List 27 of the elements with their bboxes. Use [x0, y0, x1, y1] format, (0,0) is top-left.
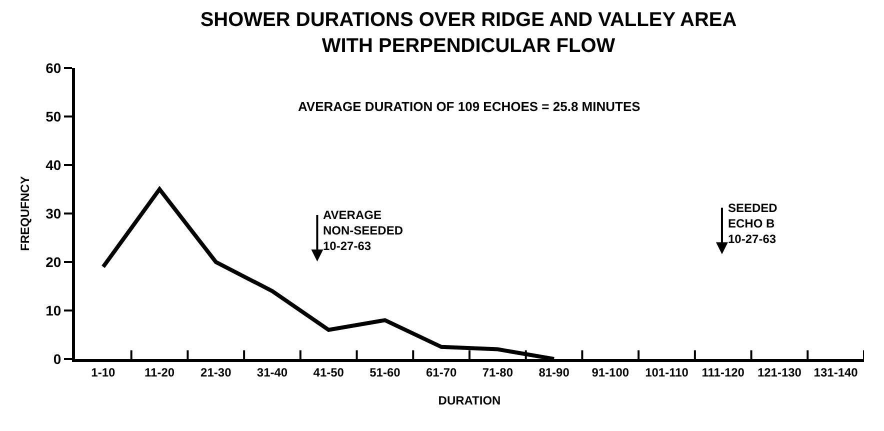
x-tick-label: 21-30	[200, 365, 232, 380]
x-tick-label: 31-40	[256, 365, 288, 380]
text: AVERAGE DURATION OF 109 ECHOES = 25.8 MINUTES	[298, 99, 641, 114]
annotation: AVERAGE NON-SEEDED 10-27-63	[323, 208, 404, 254]
y-tick-label: 0	[53, 350, 62, 367]
x-tick-label: 81-90	[538, 365, 570, 380]
y-tick-label: 10	[46, 302, 62, 318]
x-axis-title: DURATION	[438, 393, 501, 408]
y-tick-label: 30	[46, 205, 62, 222]
x-tick-label: 111-120	[702, 365, 745, 380]
x-tick-label: 131-140	[814, 365, 858, 380]
y-tick-label: 50	[46, 108, 62, 124]
x-tick-label: 101-110	[645, 365, 689, 380]
x-tick-label: 121-130	[757, 365, 802, 380]
chart-title: SHOWER DURATIONS OVER RIDGE AND VALLEY AREA WITH PERPENDICULAR FLOW	[200, 8, 737, 57]
y-tick-label: 40	[46, 156, 62, 173]
x-tick-label: 41-50	[313, 365, 344, 380]
x-tick-label: 1-10	[91, 365, 116, 380]
x-tick-label: 91-100	[592, 365, 630, 380]
annotation: SEEDED ECHO B 10-27-63	[728, 201, 778, 246]
x-tick-label: 11-20	[144, 365, 175, 380]
y-tick-label: 60	[46, 60, 62, 76]
y-axis-title: FREQUFNCY	[18, 176, 32, 251]
y-tick-label: 20	[46, 254, 62, 270]
x-tick-label: 71-80	[482, 365, 514, 380]
x-tick-label: 51-60	[370, 365, 401, 380]
x-tick-label: 61-70	[426, 365, 457, 380]
